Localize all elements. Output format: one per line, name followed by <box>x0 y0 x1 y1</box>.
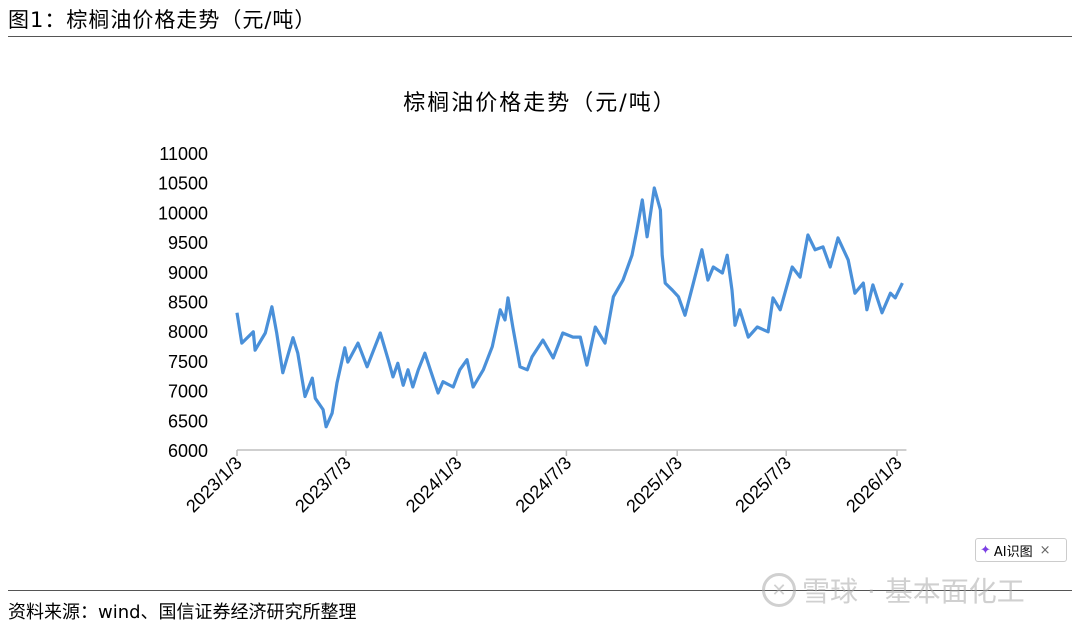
y-tick-label: 8500 <box>168 293 208 313</box>
top-divider <box>8 36 1072 37</box>
x-tick-label: 2024/1/3 <box>402 453 466 517</box>
figure-title: 图1：棕榈油价格走势（元/吨） <box>8 8 317 32</box>
x-tick-label: 2025/7/3 <box>731 453 795 517</box>
y-tick-label: 11000 <box>159 144 208 164</box>
watermark: ✕ 雪球 · 基本面化工 <box>762 570 1025 610</box>
y-tick-label: 7500 <box>168 352 208 372</box>
bottom-divider <box>8 590 1072 591</box>
y-tick-label: 10500 <box>158 174 208 194</box>
ai-image-recognition-button[interactable]: ✦ AI识图 × <box>975 538 1067 562</box>
y-tick-label: 8000 <box>168 322 208 342</box>
ai-popup-label: AI识图 <box>993 544 1033 560</box>
sparkle-icon: ✦ <box>980 542 991 558</box>
y-tick-label: 9500 <box>168 233 208 253</box>
close-icon[interactable]: × <box>1039 542 1051 558</box>
price-line <box>235 186 904 429</box>
x-tick-label: 2023/7/3 <box>291 453 355 517</box>
x-tick-label: 2025/1/3 <box>622 453 686 517</box>
palm-oil-price-chart: 棕榈油价格走势（元/吨） 6000 6500 7000 7500 8000 8500 900… <box>158 91 907 517</box>
x-tick-label: 2023/1/3 <box>182 453 246 517</box>
y-tick-label: 9000 <box>168 263 208 283</box>
watermark-text: 雪球 · 基本面化工 <box>802 575 1025 608</box>
source-note: 资料来源：wind、国信证券经济研究所整理 <box>8 602 357 623</box>
snowball-logo-icon: ✕ <box>762 573 796 607</box>
y-tick-label: 7000 <box>168 382 208 402</box>
x-tick-label: 2026/1/3 <box>842 453 906 517</box>
y-tick-label: 10000 <box>158 203 208 223</box>
chart-title: 棕榈油价格走势（元/吨） <box>403 91 676 116</box>
x-tick-label: 2024/7/3 <box>512 453 576 517</box>
y-tick-label: 6500 <box>168 411 208 431</box>
y-tick-label: 6000 <box>168 441 208 461</box>
